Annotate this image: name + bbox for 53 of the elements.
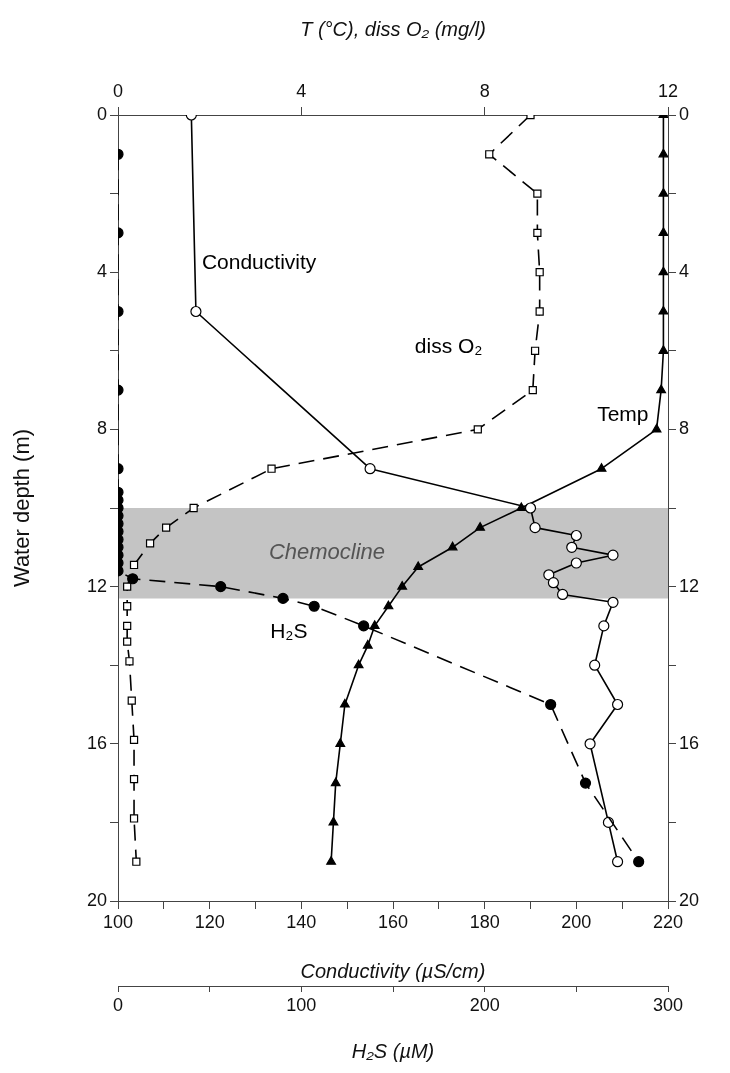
point <box>598 620 610 632</box>
x-axis-title: Conductivity (µS/cm) <box>300 959 486 982</box>
point <box>556 588 569 601</box>
x2-tick-label: 12 <box>657 81 679 102</box>
point <box>611 856 624 868</box>
x-tick-label: 100 <box>102 911 134 932</box>
y2-tick-label: 20 <box>679 889 700 910</box>
y2-tick-label: 16 <box>679 732 700 753</box>
y-tick-label: 20 <box>86 889 107 910</box>
x-tick-label: 120 <box>194 911 225 932</box>
x2-axis-title: T (°C), diss O₂ (mg/l) <box>300 17 486 40</box>
text: diss O₂ <box>414 333 483 357</box>
point <box>566 541 578 553</box>
y-tick-label: 8 <box>96 418 107 439</box>
y-tick-label: 16 <box>86 732 107 753</box>
x-tick-label: 200 <box>561 911 592 932</box>
y2-tick-label: 0 <box>679 103 690 124</box>
x2-tick-label: 0 <box>112 81 124 102</box>
point <box>529 522 541 534</box>
point <box>543 569 555 581</box>
point <box>190 305 202 318</box>
point <box>589 659 601 671</box>
x-tick-label: 200 <box>469 994 500 1015</box>
x-axis-title: H₂S (µM) <box>351 1039 435 1062</box>
x-tick-label: 300 <box>652 994 684 1015</box>
y-axis-title: Water depth (m) <box>9 428 35 588</box>
point <box>611 698 624 711</box>
series-label: Temp <box>597 402 649 426</box>
y-tick-label: 4 <box>96 261 107 282</box>
x-tick-label: 140 <box>286 911 317 932</box>
y2-tick-label: 8 <box>679 418 690 439</box>
point <box>607 596 619 608</box>
point <box>364 463 376 475</box>
point <box>570 557 582 569</box>
y-tick-label: 0 <box>96 103 107 124</box>
x2-tick-label: 4 <box>296 81 307 102</box>
x-tick-label: 0 <box>112 994 124 1015</box>
point <box>570 529 582 542</box>
band-label: Chemocline <box>268 539 386 565</box>
x-tick-label: 100 <box>286 994 317 1015</box>
point <box>524 502 537 514</box>
series-label: H₂S <box>270 619 308 643</box>
series-label: Conductivity <box>201 250 317 274</box>
y2-tick-label: 12 <box>679 575 700 596</box>
x-tick-label: 160 <box>377 911 409 932</box>
x-tick-label: 180 <box>469 911 500 932</box>
point <box>584 738 596 750</box>
y-tick-label: 12 <box>86 575 107 596</box>
x-tick-label: 220 <box>652 911 684 932</box>
x2-tick-label: 8 <box>479 81 490 102</box>
y2-tick-label: 4 <box>679 261 690 282</box>
point <box>547 577 560 589</box>
point <box>607 549 619 561</box>
